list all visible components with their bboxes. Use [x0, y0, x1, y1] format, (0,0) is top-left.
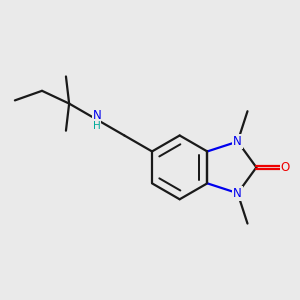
Text: N: N: [233, 135, 242, 148]
Text: N: N: [92, 109, 101, 122]
Text: O: O: [280, 161, 290, 174]
Text: N: N: [233, 187, 242, 200]
Text: H: H: [93, 121, 100, 130]
